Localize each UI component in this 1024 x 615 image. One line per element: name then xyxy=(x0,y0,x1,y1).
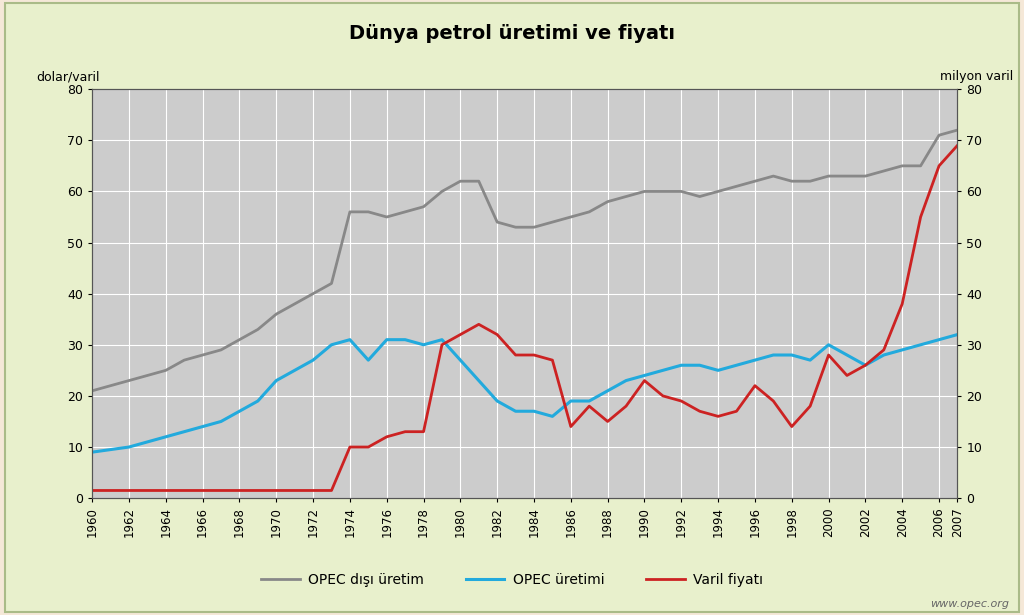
Legend: OPEC dışı üretim, OPEC üretimi, Varil fiyatı: OPEC dışı üretim, OPEC üretimi, Varil fi… xyxy=(255,568,769,593)
Text: www.opec.org: www.opec.org xyxy=(930,599,1009,609)
Text: milyon varil: milyon varil xyxy=(940,70,1014,83)
Text: Dünya petrol üretimi ve fiyatı: Dünya petrol üretimi ve fiyatı xyxy=(349,25,675,43)
Text: dolar/varil: dolar/varil xyxy=(36,70,99,83)
